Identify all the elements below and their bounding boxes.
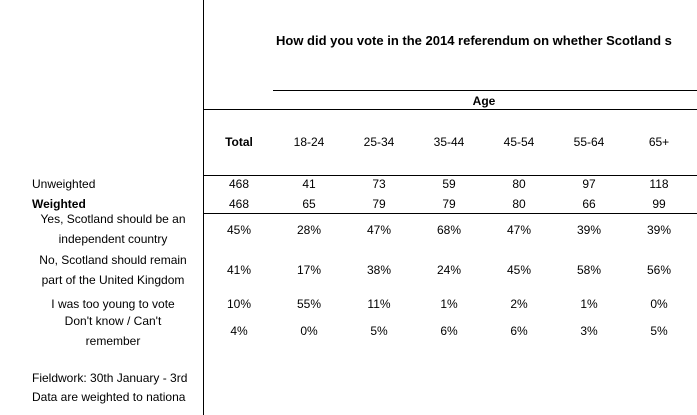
cell: 5%: [370, 324, 388, 338]
cell: 59: [442, 177, 456, 191]
cell: 47%: [366, 223, 392, 237]
cell: 2%: [510, 297, 528, 311]
cell: 468: [228, 197, 250, 211]
cell: 97: [582, 177, 596, 191]
cell: 58%: [576, 263, 602, 277]
row-label: I was too young to vote: [51, 297, 175, 311]
group-header: Age: [472, 94, 496, 108]
cell: 39%: [576, 223, 602, 237]
cell: 24%: [436, 263, 462, 277]
footnote: Fieldwork: 30th January - 3rd: [32, 371, 188, 385]
cell: 79: [372, 197, 386, 211]
cell: 0%: [650, 297, 668, 311]
column-divider: [203, 0, 204, 415]
cell: 80: [512, 197, 526, 211]
label-column: Unweighted Weighted Yes, Scotland should b…: [0, 0, 203, 415]
cell: 79: [442, 197, 456, 211]
cell: 1%: [440, 297, 458, 311]
base-rule-top: [203, 175, 697, 176]
cell: 56%: [646, 263, 672, 277]
row-label: part of the United Kingdom: [41, 273, 185, 287]
cell: 1%: [580, 297, 598, 311]
cell: 5%: [650, 324, 668, 338]
cell: 468: [228, 177, 250, 191]
header-rule: [203, 109, 697, 110]
column-header: 65+: [648, 135, 670, 149]
age-rule: [273, 90, 697, 91]
row-label: Unweighted: [32, 177, 96, 191]
cell: 66: [582, 197, 596, 211]
cell: 41: [302, 177, 316, 191]
cell: 45%: [506, 263, 532, 277]
cell: 41%: [226, 263, 252, 277]
cell: 80: [512, 177, 526, 191]
column-header: 45-54: [503, 135, 535, 149]
cell: 38%: [366, 263, 392, 277]
cell: 118: [649, 177, 669, 191]
cell: 55%: [296, 297, 322, 311]
cell: 0%: [300, 324, 318, 338]
table-title: How did you vote in the 2014 referendum …: [276, 33, 672, 48]
cell: 11%: [367, 297, 391, 311]
cell: 47%: [506, 223, 532, 237]
row-label: Yes, Scotland should be an: [40, 212, 186, 226]
cell: 99: [652, 197, 666, 211]
footnote: Data are weighted to nationa: [32, 390, 186, 404]
row-label: independent country: [58, 232, 168, 246]
cell: 73: [372, 177, 386, 191]
cell: 68%: [436, 223, 462, 237]
cell: 6%: [440, 324, 458, 338]
column-header: 25-34: [363, 135, 395, 149]
column-header: Total: [225, 135, 253, 149]
cell: 28%: [296, 223, 322, 237]
cell: 39%: [646, 223, 672, 237]
cell: 17%: [296, 263, 322, 277]
row-label: remember: [85, 334, 141, 348]
column-header: 35-44: [433, 135, 465, 149]
cell: 3%: [580, 324, 598, 338]
row-label: No, Scotland should remain: [39, 253, 187, 267]
column-header: 18-24: [293, 135, 325, 149]
cell: 10%: [226, 297, 252, 311]
cell: 4%: [230, 324, 248, 338]
cell: 6%: [510, 324, 528, 338]
base-rule-bottom: [203, 213, 697, 214]
cell: 45%: [226, 223, 252, 237]
column-header: 55-64: [573, 135, 605, 149]
row-label: Don't know / Can't: [64, 314, 162, 328]
row-label: Weighted: [32, 197, 86, 211]
cell: 65: [302, 197, 316, 211]
